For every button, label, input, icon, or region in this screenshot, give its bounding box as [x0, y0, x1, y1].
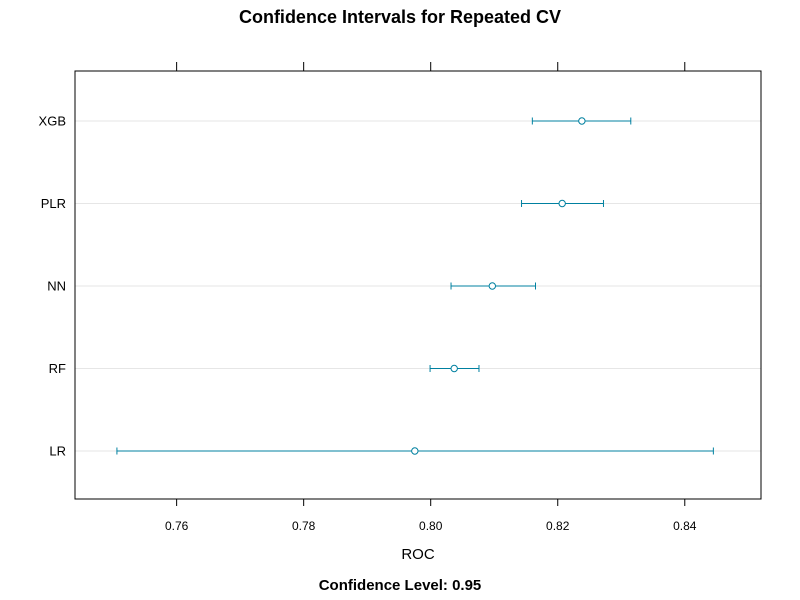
grid-lines — [75, 120, 761, 452]
estimate-point-plr — [558, 199, 566, 208]
category-label-rf: RF — [49, 361, 66, 376]
x-tick-label: 0.80 — [419, 519, 443, 533]
x-tick-label: 0.82 — [546, 519, 570, 533]
x-axis-label: ROC — [401, 546, 435, 563]
x-tick-label: 0.76 — [165, 519, 189, 533]
estimate-point-nn — [488, 282, 497, 290]
interval-marks — [116, 117, 714, 455]
estimate-point-lr — [411, 447, 419, 455]
category-labels: XGB PLR NN RF LR — [39, 114, 67, 459]
estimate-point-rf — [450, 364, 458, 373]
chart-title: Confidence Intervals for Repeated CV — [239, 7, 561, 27]
category-label-xgb: XGB — [39, 114, 66, 129]
x-tick-label: 0.78 — [292, 519, 316, 533]
axis-ticks: 0.76 0.78 0.80 0.82 0.84 — [165, 62, 697, 533]
category-label-nn: NN — [47, 279, 66, 294]
plot-frame — [74, 70, 762, 500]
category-label-lr: LR — [49, 444, 66, 459]
category-label-plr: PLR — [41, 196, 66, 211]
estimate-point-xgb — [578, 117, 586, 125]
chart-subtitle: Confidence Level: 0.95 — [319, 577, 482, 594]
x-tick-label: 0.84 — [673, 519, 697, 533]
